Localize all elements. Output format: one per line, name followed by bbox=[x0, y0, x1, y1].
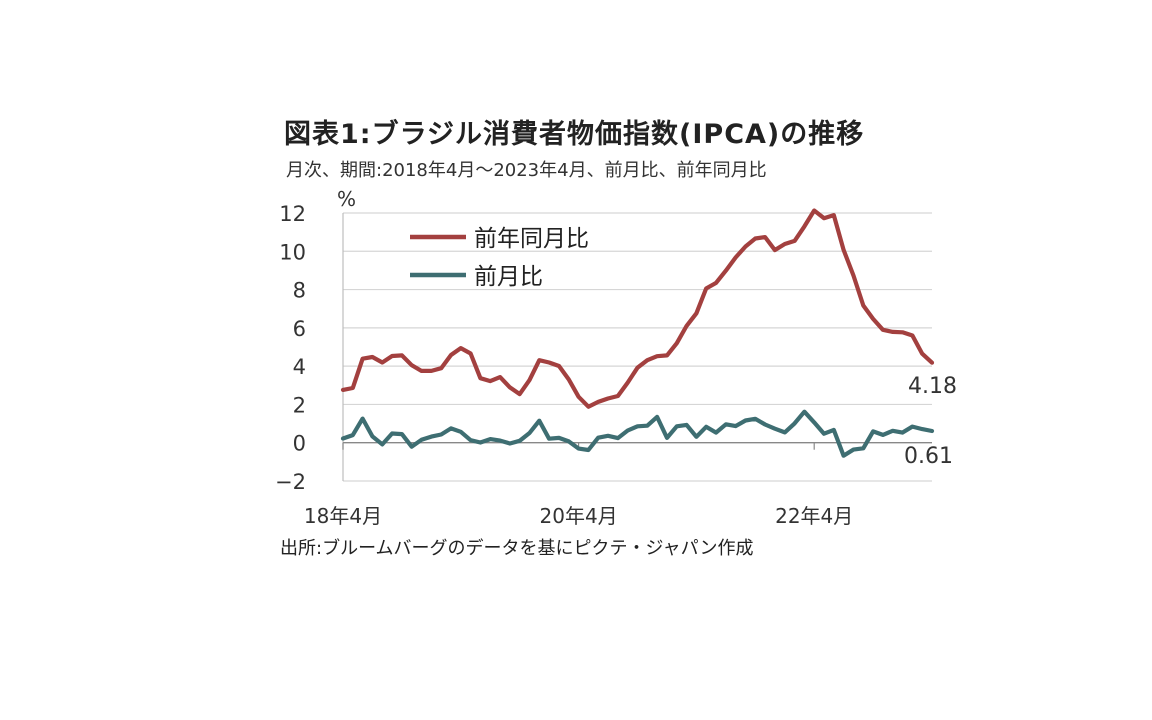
y-tick-label: 4 bbox=[293, 355, 306, 379]
y-axis-unit: % bbox=[337, 187, 356, 211]
y-tick-label: 8 bbox=[293, 279, 306, 303]
legend-label: 前月比 bbox=[474, 264, 543, 290]
y-tick-label: 0 bbox=[293, 432, 306, 456]
end-value-label: 4.18 bbox=[908, 374, 957, 399]
end-value-label: 0.61 bbox=[904, 444, 953, 469]
series-line-0 bbox=[340, 208, 935, 409]
source-note: 出所:ブルームバーグのデータを基にピクテ・ジャパン作成 bbox=[280, 538, 754, 559]
y-axis-ticks: 12 10 8 6 4 2 0 −2 bbox=[275, 202, 306, 494]
y-tick-label: 12 bbox=[279, 202, 306, 226]
y-tick-label: −2 bbox=[275, 470, 306, 494]
chart-title: 図表1:ブラジル消費者物価指数(IPCA)の推移 bbox=[284, 119, 865, 150]
y-tick-label: 6 bbox=[293, 317, 306, 341]
series-line-1 bbox=[340, 409, 935, 458]
series-lines bbox=[340, 208, 935, 458]
chart-subtitle: 月次、期間:2018年4月〜2023年4月、前月比、前年同月比 bbox=[286, 160, 767, 181]
x-tick-label: 20年4月 bbox=[540, 504, 618, 528]
legend-label: 前年同月比 bbox=[474, 226, 589, 252]
x-tick-label: 18年4月 bbox=[304, 504, 382, 528]
end-labels: 4.18 0.61 bbox=[904, 374, 957, 469]
y-tick-label: 2 bbox=[293, 393, 306, 417]
y-tick-label: 10 bbox=[279, 240, 306, 264]
x-tick-label: 22年4月 bbox=[775, 504, 853, 528]
